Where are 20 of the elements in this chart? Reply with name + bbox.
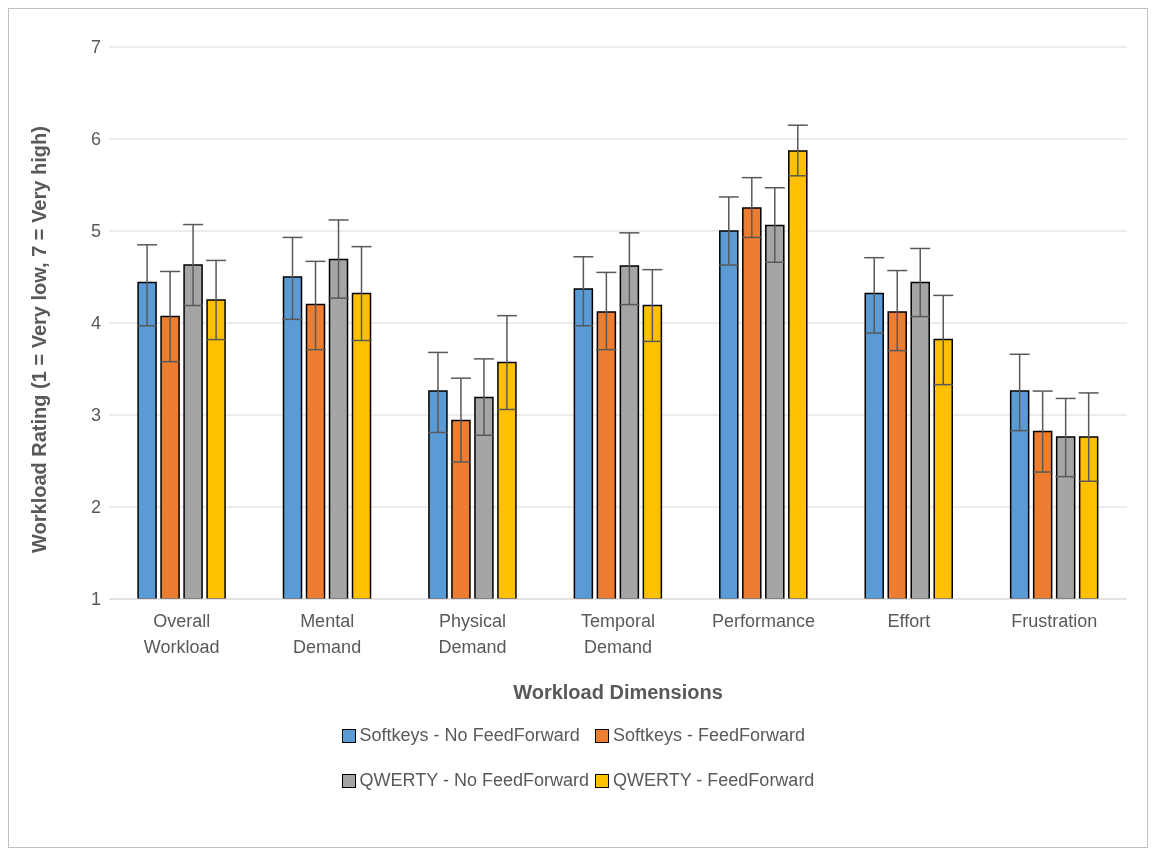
x-axis-title: Workload Dimensions <box>513 681 723 703</box>
y-tick-label: 5 <box>90 221 101 242</box>
y-tick-label: 1 <box>90 589 101 610</box>
legend-label: QWERTY - No FeedForward <box>359 770 589 791</box>
x-tick-label: Overall Workload <box>143 611 220 657</box>
y-tick-label: 6 <box>90 129 101 150</box>
y-tick-label: 7 <box>90 37 101 58</box>
x-tick-label: Physical Demand <box>438 611 507 657</box>
x-tick-label: Temporal Demand <box>580 611 656 657</box>
legend-label: Softkeys - FeedForward <box>613 725 806 746</box>
legend-label: QWERTY - FeedForward <box>613 770 815 791</box>
x-tick-label: Mental Demand <box>293 611 362 657</box>
y-axis-title: Workload Rating (1 = Very low, 7 = Very high) <box>28 126 51 553</box>
y-tick-label: 2 <box>90 497 101 518</box>
legend-label: Softkeys - No FeedForward <box>359 725 580 746</box>
x-tick-label: Effort <box>887 611 931 631</box>
x-tick-label: Performance <box>711 611 815 631</box>
x-tick-label: Frustration <box>1011 611 1098 631</box>
y-tick-label: 3 <box>90 405 101 426</box>
y-tick-label: 4 <box>90 313 101 334</box>
